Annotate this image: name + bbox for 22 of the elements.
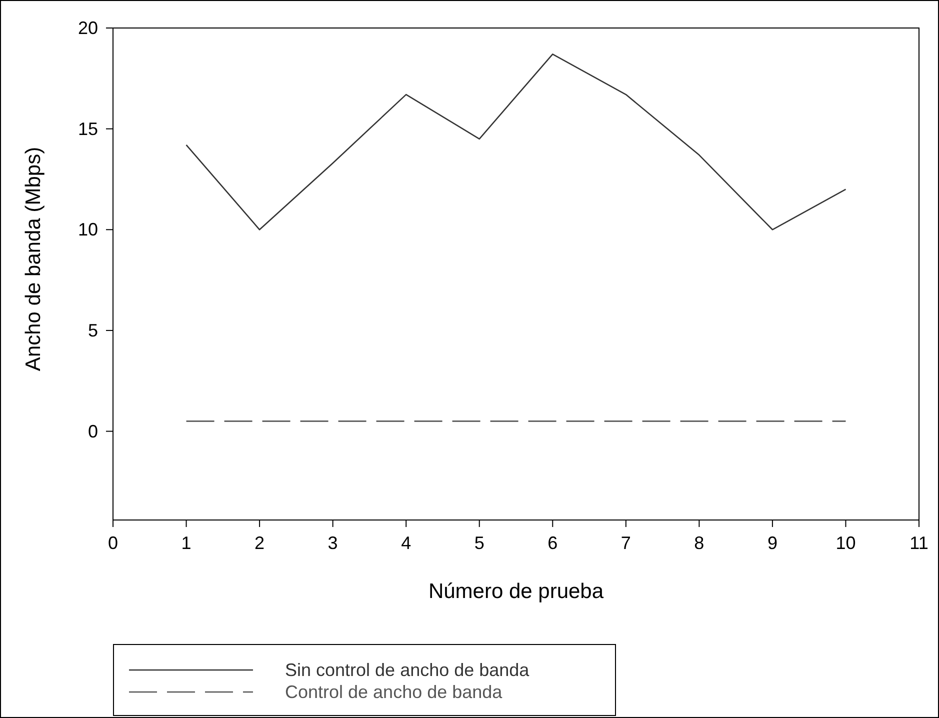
x-tick-label: 1	[181, 533, 192, 553]
x-tick-label: 4	[401, 533, 412, 553]
text: Control de ancho de banda	[285, 682, 504, 702]
x-tick-label: 2	[254, 533, 265, 553]
x-tick-label: 7	[620, 533, 631, 553]
y-tick-label: 0	[88, 421, 98, 442]
x-tick-label: 3	[328, 533, 338, 553]
y-tick-label: 15	[78, 118, 98, 139]
y-tick-label: 5	[88, 320, 98, 340]
x-tick-label: 11	[910, 533, 928, 553]
y-tick-label: 20	[78, 18, 98, 38]
x-tick-label: 6	[548, 533, 558, 553]
x-tick-label: 8	[694, 533, 704, 553]
y-tick-label: 10	[78, 220, 98, 240]
y-axis-title: Ancho de banda (Mbps)	[22, 146, 45, 372]
x-tick-label: 5	[474, 533, 484, 553]
line-series	[186, 54, 846, 230]
x-tick-label: 9	[767, 533, 778, 553]
x-tick-label: 0	[108, 533, 118, 553]
x-tick-label: 10	[836, 533, 856, 553]
x-axis-title: Número de prueba	[428, 580, 604, 603]
text: Sin control de ancho de banda	[285, 660, 530, 680]
